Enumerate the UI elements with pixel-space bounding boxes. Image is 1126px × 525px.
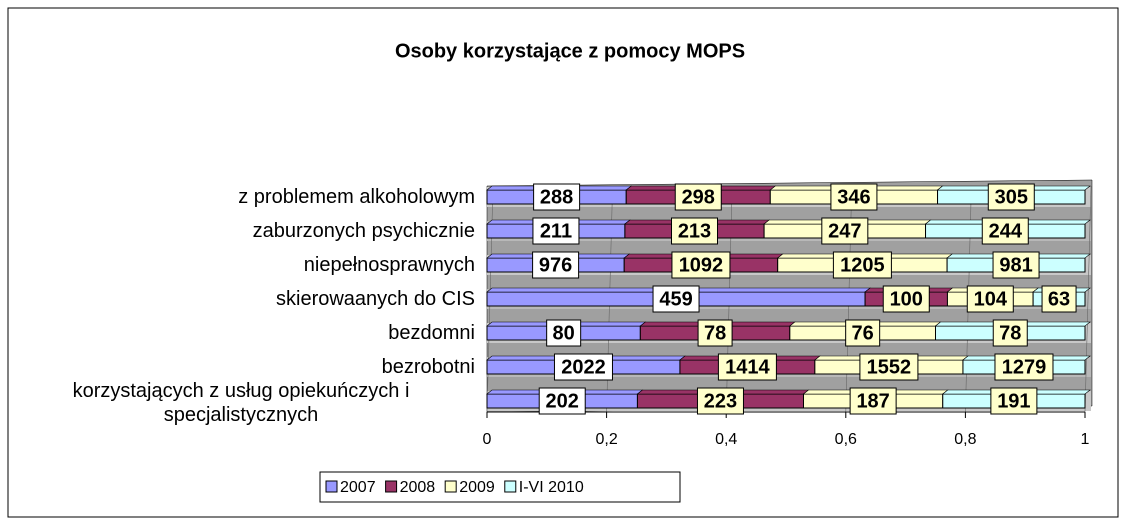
data-label-box: [859, 353, 919, 381]
data-label-box: [696, 387, 744, 415]
legend-swatch: [504, 480, 517, 493]
legend-label: I-VI 2010: [519, 479, 584, 496]
data-label-box: [538, 387, 586, 415]
legend-swatch: [444, 480, 457, 493]
data-label: 80: [553, 322, 575, 344]
data-label: 100: [890, 288, 923, 310]
data-label: 346: [837, 186, 870, 208]
data-label: 459: [659, 288, 692, 310]
data-label: 76: [852, 322, 874, 344]
data-label-box: [717, 353, 777, 381]
data-label: 223: [704, 390, 737, 412]
legend-swatch: [325, 480, 338, 493]
data-label: 244: [989, 220, 1023, 242]
data-label-box: [533, 183, 581, 211]
data-label: 78: [704, 322, 726, 344]
data-label-box: [990, 387, 1038, 415]
data-label-box: [966, 285, 1014, 313]
grid-line: [1084, 185, 1092, 413]
data-label: 298: [682, 186, 715, 208]
legend-label: 2009: [459, 479, 495, 496]
data-label-box: [994, 353, 1054, 381]
y-tick-label: korzystających z usług opiekuńczych i sp…: [72, 380, 410, 426]
data-label-box: [987, 183, 1035, 211]
data-label-box: [981, 217, 1029, 245]
data-label-box: [697, 319, 733, 347]
data-label-box: [830, 183, 878, 211]
data-label: 1552: [867, 356, 912, 378]
y-tick-label: z problemem alkoholowym: [238, 186, 475, 208]
legend-label: 2007: [340, 479, 376, 496]
data-label: 63: [1048, 288, 1070, 310]
data-label: 1279: [1002, 356, 1047, 378]
data-label-box: [882, 285, 930, 313]
y-tick-label: niepełnosprawnych: [303, 254, 475, 276]
data-label-box: [671, 217, 719, 245]
x-tick-label: 0: [483, 431, 492, 448]
y-tick-label: bezdomni: [388, 322, 475, 344]
y-tick-label: bezrobotni: [381, 356, 475, 378]
data-label: 288: [540, 186, 573, 208]
data-label: 191: [997, 390, 1030, 412]
data-label-box: [832, 251, 892, 279]
data-label-box: [1041, 285, 1077, 313]
data-label: 1205: [840, 254, 885, 276]
x-tick-label: 1: [1081, 431, 1090, 448]
data-label: 1092: [679, 254, 724, 276]
data-label: 1414: [725, 356, 770, 378]
data-label: 78: [999, 322, 1021, 344]
y-tick-label: zaburzonych psychicznie: [252, 220, 475, 242]
data-label-box: [546, 319, 582, 347]
data-label: 211: [540, 220, 572, 242]
legend-swatch: [385, 480, 398, 493]
data-label-box: [652, 285, 700, 313]
data-label-box: [671, 251, 731, 279]
x-tick-label: 0,8: [954, 431, 976, 448]
x-tick-label: 0,6: [835, 431, 857, 448]
data-label: 981: [999, 254, 1032, 276]
data-label-box: [532, 217, 580, 245]
data-label: 187: [856, 390, 889, 412]
data-label-box: [849, 387, 897, 415]
legend-label: 2008: [400, 479, 436, 496]
data-label-box: [553, 353, 613, 381]
data-label: 213: [678, 220, 711, 242]
data-label: 247: [828, 220, 861, 242]
data-label: 305: [995, 186, 1028, 208]
data-label-box: [992, 319, 1028, 347]
x-tick-label: 0,2: [595, 431, 617, 448]
data-label-box: [532, 251, 580, 279]
data-label: 976: [539, 254, 572, 276]
x-tick-label: 0,4: [715, 431, 737, 448]
data-label-box: [821, 217, 869, 245]
chart-title: Osoby korzystające z pomocy MOPS: [395, 40, 745, 62]
data-label: 104: [974, 288, 1008, 310]
data-label-box: [992, 251, 1040, 279]
legend-box: [319, 471, 681, 503]
y-tick-label: skierowaanych do CIS: [276, 288, 475, 310]
data-label: 202: [546, 390, 579, 412]
data-label-box: [845, 319, 881, 347]
data-label: 2022: [561, 356, 606, 378]
data-label-box: [674, 183, 722, 211]
